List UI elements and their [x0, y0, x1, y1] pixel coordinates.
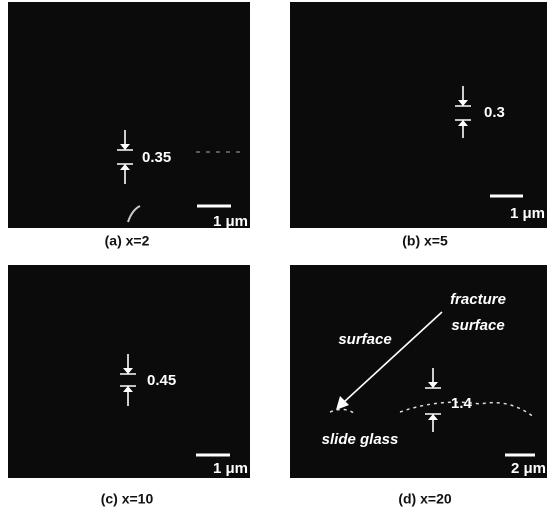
annotation: surface: [338, 331, 391, 348]
gap-label: 1.4: [451, 395, 473, 412]
caption: (b) x=5: [402, 233, 448, 249]
gap-label: 0.3: [484, 104, 505, 121]
annotation: slide glass: [322, 431, 399, 448]
panel: 0.45 1 μm (c) x=10: [8, 265, 250, 507]
scale-label: 1 μm: [213, 460, 248, 477]
scale-label: 2 μm: [511, 460, 546, 477]
caption: (a) x=2: [105, 233, 150, 249]
scale-label: 1 μm: [510, 205, 545, 222]
figure: 0.35 1 μm (a) x=2 0.3 1 μm (b) x=5 0.45 …: [0, 0, 553, 517]
micrograph: [290, 2, 547, 228]
caption: (d) x=20: [398, 491, 452, 507]
gap-label: 0.45: [147, 372, 176, 389]
gap-label: 0.35: [142, 149, 171, 166]
annotation: fracture: [450, 291, 506, 308]
caption: (c) x=10: [101, 491, 154, 507]
annotation: surface: [451, 317, 504, 334]
micrograph: [8, 2, 250, 228]
panel: 0.3 1 μm (b) x=5: [290, 2, 547, 249]
panel: 0.35 1 μm (a) x=2: [8, 2, 250, 249]
scale-label: 1 μm: [213, 213, 248, 230]
panel: fracture surface surface slide glass 1.4…: [290, 265, 547, 507]
